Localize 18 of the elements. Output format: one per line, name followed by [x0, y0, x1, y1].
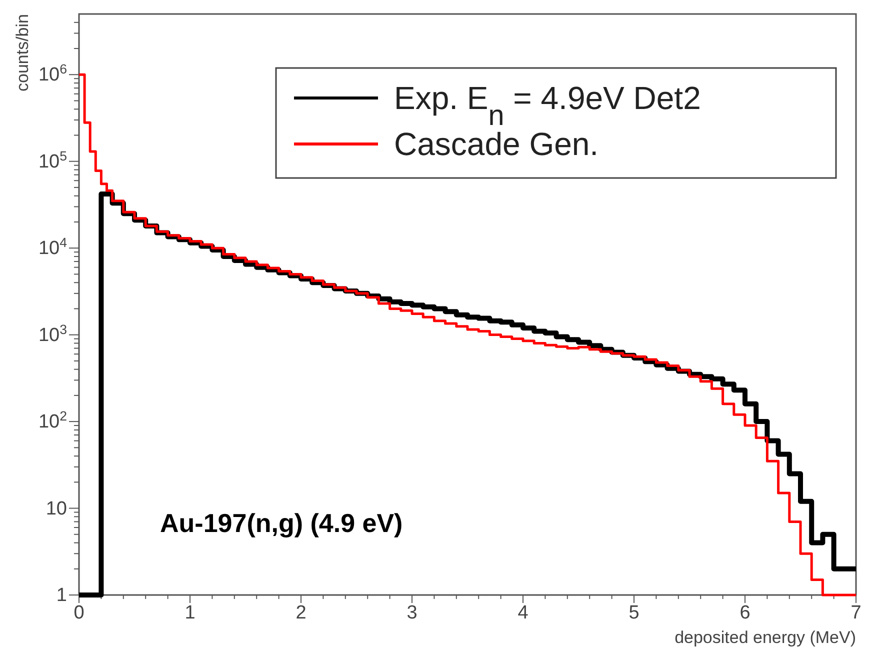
y-tick-label: 10$^{2}$	[38, 408, 67, 433]
y-tick-label: 10$^{5}$	[38, 148, 67, 172]
x-tick-label: 7	[850, 602, 862, 624]
x-tick-label: 5	[628, 602, 640, 624]
x-tick-label: 6	[740, 602, 750, 624]
x-tick-label: 4	[518, 602, 529, 624]
x-tick-label: 2	[296, 602, 306, 624]
x-tick-label: 3	[406, 602, 418, 624]
x-tick-label: 0	[74, 602, 84, 624]
y-tick-label: 10	[46, 498, 67, 520]
y-tick-label: 10$^{3}$	[38, 321, 67, 346]
y-tick-label: 10$^{4}$	[38, 234, 67, 260]
y-tick-label: 10$^{6}$	[38, 61, 67, 86]
annotation: Au-197(n,g) (4.9 eV)	[160, 508, 403, 538]
x-axis-title: deposited energy (MeV)	[674, 628, 856, 647]
y-tick-label: 1	[56, 585, 67, 606]
y-axis-title: counts/bin	[13, 14, 32, 92]
x-tick-label: 1	[184, 602, 196, 624]
